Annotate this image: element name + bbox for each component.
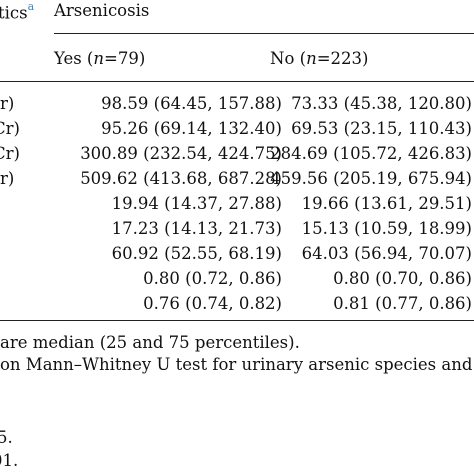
- no-value: 284.69 (105.72, 426.83): [270, 144, 472, 163]
- group-header-rule: [54, 33, 474, 34]
- yes-value: 300.89 (232.54, 424.75): [80, 144, 282, 163]
- first-column-header-text: tics: [0, 3, 28, 23]
- footnote-line-3: 5.: [0, 428, 13, 447]
- yes-count: =79): [104, 49, 146, 68]
- yes-value: 60.92 (52.55, 68.19): [111, 244, 282, 263]
- yes-n-symbol: n: [93, 49, 105, 68]
- yes-value: 0.76 (0.74, 0.82): [143, 294, 282, 313]
- row-label: Cr): [0, 144, 20, 163]
- yes-column-header: Yes (n=79): [54, 49, 146, 68]
- no-n-symbol: n: [306, 49, 317, 68]
- first-column-header: ticsa: [0, 0, 35, 23]
- footnote-marker-a[interactable]: a: [27, 0, 35, 13]
- no-count: =223): [316, 49, 369, 68]
- arsenicosis-group-header: Arsenicosis: [54, 1, 150, 20]
- yes-value: 17.23 (14.13, 21.73): [111, 219, 282, 238]
- yes-value: 509.62 (413.68, 687.28): [80, 169, 282, 188]
- no-value: 15.13 (10.59, 18.99): [301, 219, 472, 238]
- footnote-line-4: 01.: [0, 451, 19, 470]
- row-label: Cr): [0, 119, 20, 138]
- yes-value: 98.59 (64.45, 157.88): [101, 94, 282, 113]
- table-bottom-rule: [0, 320, 474, 321]
- yes-value: 0.80 (0.72, 0.86): [143, 269, 282, 288]
- row-label: r): [0, 169, 15, 188]
- no-value: 69.53 (23.15, 110.43): [291, 119, 472, 138]
- row-label: r): [0, 94, 15, 113]
- no-value: 459.56 (205.19, 675.94): [270, 169, 472, 188]
- footnote-line-2: on Mann–Whitney U test for urinary arsen…: [0, 355, 473, 374]
- no-value: 19.66 (13.61, 29.51): [301, 194, 472, 213]
- no-column-header: No (n=223): [270, 49, 369, 68]
- no-value: 0.81 (0.77, 0.86): [333, 294, 472, 313]
- no-label: No (: [270, 49, 307, 68]
- yes-label: Yes (: [54, 49, 94, 68]
- yes-value: 95.26 (69.14, 132.40): [101, 119, 282, 138]
- yes-value: 19.94 (14.37, 27.88): [111, 194, 282, 213]
- no-value: 73.33 (45.38, 120.80): [291, 94, 472, 113]
- no-value: 0.80 (0.70, 0.86): [333, 269, 472, 288]
- column-header-rule: [0, 81, 474, 82]
- footnote-line-1: are median (25 and 75 percentiles).: [0, 333, 300, 352]
- no-value: 64.03 (56.94, 70.07): [301, 244, 472, 263]
